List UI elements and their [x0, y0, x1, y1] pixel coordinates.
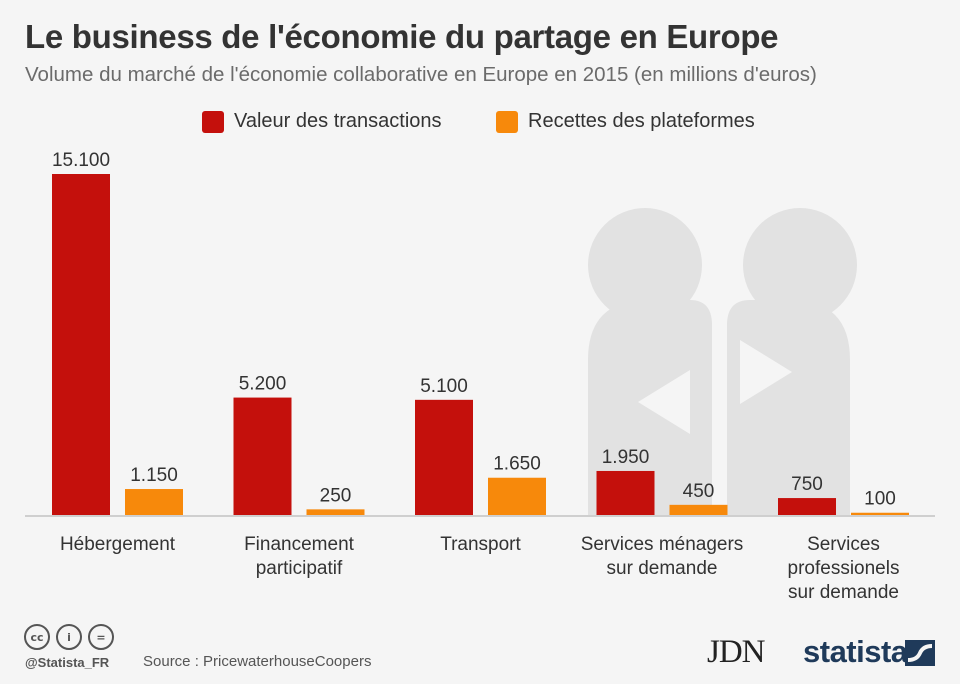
cc-icon: cc [24, 624, 50, 650]
category-label-2: Transport [440, 534, 521, 555]
legend: Valeur des transactions Recettes des pla… [0, 110, 960, 134]
bar-transactions-1 [233, 397, 292, 515]
bar-plateformes-4 [851, 512, 909, 515]
bar-plateformes-1 [306, 509, 365, 515]
category-labels: Hébergement Financement participatif Transp… [60, 534, 900, 603]
equals-icon: = [88, 624, 114, 650]
statista-logo-icon [905, 640, 935, 666]
data-label-plateformes-3: 450 [683, 481, 715, 502]
legend-swatch-transactions [202, 110, 224, 133]
bar-plateformes-3 [669, 504, 728, 515]
bar-plateformes-2 [488, 477, 546, 515]
bar-transactions-3 [596, 470, 655, 515]
bar-chart: 15.100 1.150 5.200 250 5.100 1.650 1.950 450 750… [25, 150, 935, 603]
chart-subtitle: Volume du marché de l'économie collabora… [25, 63, 817, 86]
bars-layer: 15.100 1.150 5.200 250 5.100 1.650 1.950 450 750… [52, 150, 909, 515]
chart-title: Le business de l'économie du partage en … [25, 18, 779, 55]
person-icon: i [56, 624, 82, 650]
arrow-right-icon [740, 340, 792, 404]
legend-item-plateformes: Recettes des plateformes [496, 110, 755, 133]
source-text: Source : PricewaterhouseCoopers [143, 653, 372, 670]
legend-swatch-plateformes [496, 110, 518, 133]
bar-transactions-4 [778, 498, 836, 515]
category-label-1: Financement participatif [244, 534, 355, 579]
category-label-0: Hébergement [60, 534, 176, 555]
category-label-4: Services professionels sur demande [788, 534, 900, 603]
data-label-plateformes-1: 250 [320, 485, 352, 506]
bar-plateformes-0 [125, 489, 183, 515]
data-label-transactions-0: 15.100 [52, 150, 110, 171]
data-label-plateformes-2: 1.650 [493, 454, 541, 475]
data-label-transactions-1: 5.200 [239, 374, 287, 395]
people-exchange-illustration [588, 208, 857, 515]
legend-label-transactions: Valeur des transactions [234, 110, 442, 132]
twitter-handle: @Statista_FR [25, 655, 110, 670]
license-icons: cc i = [24, 624, 114, 650]
category-label-3: Services ménagers sur demande [581, 534, 744, 579]
legend-item-transactions: Valeur des transactions [202, 110, 442, 133]
bar-transactions-2 [415, 399, 473, 515]
bar-transactions-0 [52, 174, 110, 515]
data-label-plateformes-4: 100 [864, 489, 896, 510]
person-left-head [588, 208, 702, 322]
person-right-head [743, 208, 857, 322]
statista-logo: statista [803, 634, 908, 669]
data-label-transactions-3: 1.950 [602, 447, 650, 468]
person-right-body [727, 300, 850, 515]
data-label-transactions-4: 750 [791, 474, 823, 495]
data-label-transactions-2: 5.100 [420, 376, 468, 397]
arrow-left-icon [638, 370, 690, 434]
data-label-plateformes-0: 1.150 [130, 465, 178, 486]
jdn-logo: JDN [707, 634, 766, 670]
legend-label-plateformes: Recettes des plateformes [528, 110, 755, 132]
